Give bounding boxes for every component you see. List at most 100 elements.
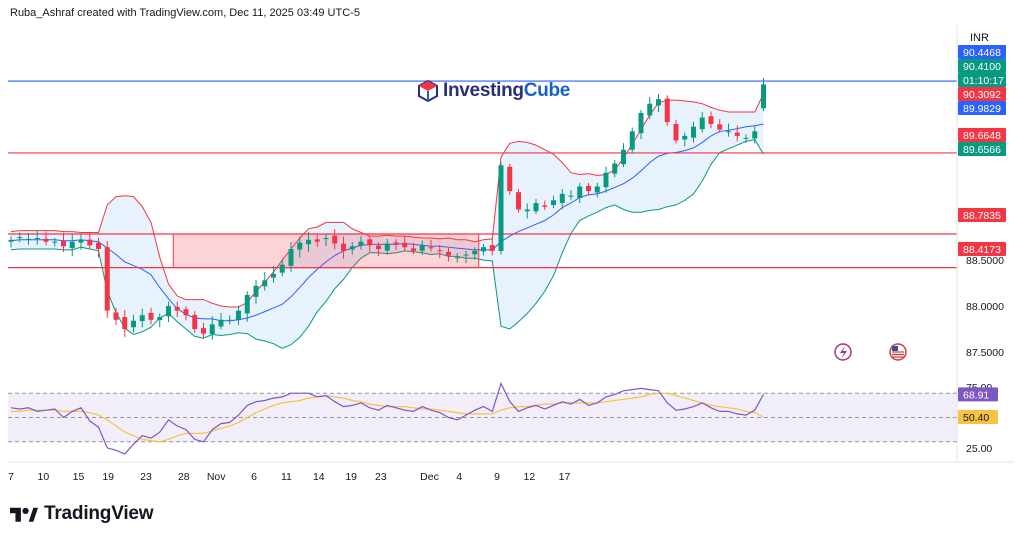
price-label-tag [958, 242, 1006, 256]
candle-body [332, 235, 338, 244]
price-label-text: 89.9829 [963, 103, 1001, 115]
price-label-text: 90.3092 [963, 89, 1001, 101]
candle-body [43, 238, 49, 242]
candle-body [516, 192, 521, 210]
candle-body [113, 312, 119, 320]
candle-body [393, 242, 399, 245]
candle-body [306, 239, 311, 245]
candle-body [87, 239, 93, 246]
candle-body [157, 317, 163, 321]
x-tick-label: 4 [456, 471, 462, 483]
bollinger-fill [11, 93, 764, 349]
investingcube-watermark: InvestingCube [418, 80, 570, 102]
candle-body [183, 309, 189, 316]
candle-body [691, 126, 696, 138]
candle-body [323, 237, 329, 240]
price-label-tag [958, 45, 1006, 59]
candle-body [236, 310, 241, 320]
candle-body [314, 239, 320, 242]
candle-body [227, 319, 233, 321]
x-tick-label: 23 [140, 471, 152, 483]
candle-body [761, 84, 766, 109]
tradingview-logo-icon [10, 507, 38, 522]
price-label-tag [958, 142, 1006, 156]
lightning-event-icon [834, 343, 852, 361]
candle-body [96, 242, 101, 250]
candle-body [52, 241, 58, 243]
candle-body [131, 320, 136, 328]
candle-body [446, 251, 451, 256]
candle-body [69, 241, 75, 249]
candle-body [717, 124, 723, 130]
candle-body [577, 186, 583, 199]
candle-body [743, 137, 749, 139]
candle-body [638, 112, 644, 134]
candle-body [559, 193, 565, 203]
candle-body [8, 239, 14, 242]
currency-label: INR [970, 32, 989, 44]
candle-body [209, 324, 215, 335]
candle-body [376, 245, 381, 250]
rsi-pane [8, 381, 957, 455]
price-label-tag [958, 208, 1006, 222]
candle-body [367, 239, 373, 246]
candle-body [603, 172, 609, 188]
price-tick-label: 87.5000 [966, 347, 1004, 359]
x-tick-label: 10 [38, 471, 50, 483]
candle-body [507, 166, 513, 192]
price-label-text: 89.6566 [963, 144, 1001, 156]
x-tick-label: 6 [251, 471, 257, 483]
candle-body [288, 249, 294, 266]
rsi-tick-label: 25.00 [966, 443, 992, 455]
watermark-text-b: Cube [523, 80, 571, 101]
candle-body [17, 237, 23, 239]
price-tick-label: 88.5000 [966, 255, 1004, 267]
candle-body [411, 248, 416, 251]
candle-body [428, 247, 434, 249]
candle-body [551, 200, 556, 206]
price-tick-label: 88.0000 [966, 301, 1004, 313]
candle-body [699, 117, 705, 130]
x-tick-label: 15 [73, 471, 85, 483]
price-label-text: 89.6648 [963, 130, 1001, 142]
candle-body [139, 315, 145, 322]
candle-body [349, 246, 355, 250]
candle-body [61, 240, 66, 247]
candle-body [148, 312, 154, 320]
price-label-text: 01:10:17 [963, 75, 1004, 87]
candle-body [279, 264, 285, 273]
x-tick-label: 19 [345, 471, 357, 483]
candle-body [26, 238, 31, 240]
candle-body [174, 307, 180, 311]
x-tick-label: Dec [420, 471, 439, 483]
rsi-value-tag [958, 387, 998, 402]
candle-body [419, 245, 425, 251]
price-label-tag [958, 73, 1006, 87]
candle-body [621, 149, 626, 165]
candle-body [533, 203, 539, 212]
candle-body [612, 163, 618, 174]
x-tick-label: 23 [375, 471, 387, 483]
candle-body [629, 131, 635, 150]
candle-body [384, 243, 390, 251]
price-label-tag [958, 87, 1006, 101]
candle-body [664, 98, 670, 123]
candle-body [682, 135, 688, 140]
candle-body [472, 250, 478, 255]
candle-body [481, 247, 486, 252]
chart-header: Ruba_Ashraf created with TradingView.com… [10, 7, 360, 19]
rsi-ma-line [11, 392, 764, 443]
candle-body [201, 328, 206, 334]
rsi-line [10, 381, 765, 455]
candle-body [586, 185, 591, 192]
candle-body [104, 247, 110, 311]
price-label-text: 88.7835 [963, 210, 1001, 222]
candle-body [656, 99, 661, 106]
candle-body [122, 317, 128, 330]
candle-body [524, 209, 530, 212]
candle-body [454, 257, 460, 259]
x-axis: 7 10 15 19 23 28 Nov 6 11 14 19 23 Dec 4 9 12 17 [8, 461, 1014, 483]
candle-body [166, 306, 171, 317]
rsi-value-text: 68.91 [963, 389, 989, 401]
candle-body [244, 295, 250, 314]
